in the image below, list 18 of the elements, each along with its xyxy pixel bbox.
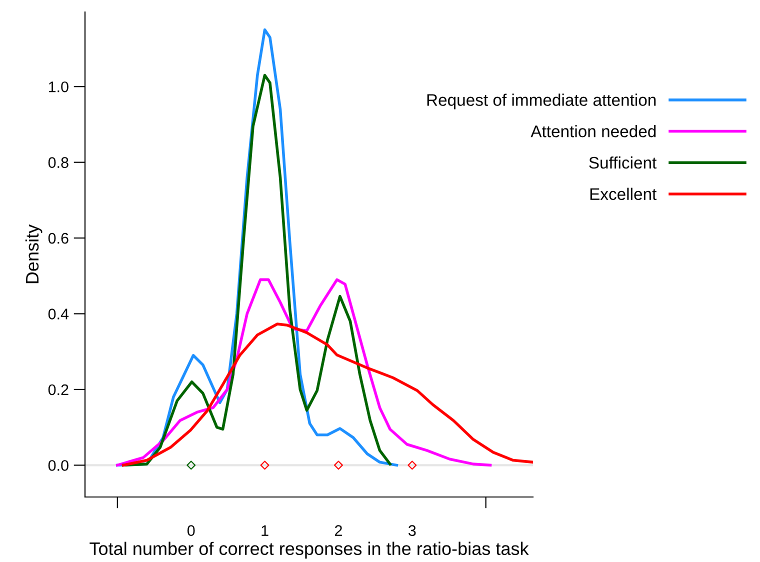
- y-tick-label: 0.0: [48, 460, 68, 471]
- x-tick-label: 0: [187, 525, 195, 536]
- line-series: [116, 278, 492, 467]
- y-tick-label: 0.8: [48, 157, 68, 168]
- legend-label: Attention needed: [530, 125, 656, 138]
- legend-label: Request of immediate attention: [427, 94, 656, 110]
- y-tick-label: 0.6: [48, 232, 68, 244]
- y-axis-title: Density: [25, 224, 42, 284]
- x-tick-label: 1: [262, 525, 268, 536]
- x-tick-label: 3: [408, 525, 416, 536]
- x-tick-label: 2: [334, 525, 342, 536]
- line-series: [122, 322, 533, 467]
- legend-label: Excellent: [590, 188, 657, 200]
- legend-label: Sufficient: [589, 156, 657, 169]
- x-axis-title: Total number of correct responses in the ratio-bias task: [90, 542, 529, 559]
- y-tick-label: 0.4: [48, 308, 69, 320]
- y-tick-label: 1.0: [48, 81, 68, 92]
- y-tick-label: 0.2: [48, 384, 68, 396]
